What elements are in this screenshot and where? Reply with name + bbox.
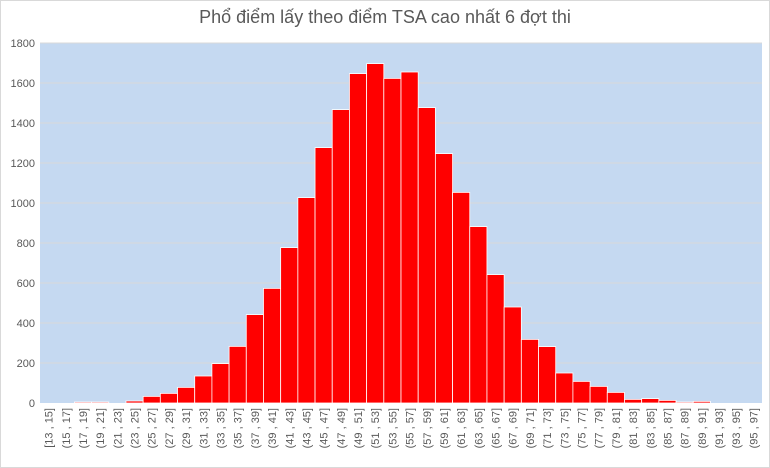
- bar: [675, 401, 694, 404]
- bar: [331, 109, 350, 404]
- y-tick-label: 1600: [11, 78, 35, 90]
- x-tick-label: (47 , 49]: [336, 408, 348, 448]
- bar: [624, 398, 643, 404]
- x-tick-label: (21 , 23]: [112, 408, 124, 448]
- x-tick-label: (89 , 91]: [697, 408, 709, 448]
- x-tick-label: (59 , 61]: [439, 408, 451, 448]
- y-tick-label: 400: [17, 318, 35, 330]
- bar: [91, 401, 110, 404]
- x-tick-label: (43 , 45]: [301, 408, 313, 448]
- x-tick-label: (25 , 27]: [147, 408, 159, 448]
- bar: [73, 401, 92, 404]
- bar: [125, 400, 144, 404]
- x-tick-label: (71 , 73]: [542, 408, 554, 448]
- bar: [555, 372, 574, 404]
- x-tick-label: (85 , 87]: [662, 408, 674, 448]
- y-tick-label: 1400: [11, 118, 35, 130]
- bar: [538, 346, 557, 404]
- x-tick-label: [13 , 15]: [44, 408, 56, 448]
- bar: [297, 197, 316, 404]
- y-tick-label: 800: [17, 238, 35, 250]
- y-tick-label: 1000: [11, 198, 35, 210]
- bar: [314, 147, 333, 404]
- bar: [366, 63, 385, 404]
- x-tick-label: (29 , 31]: [181, 408, 193, 448]
- x-tick-label: (39 , 41]: [267, 408, 279, 448]
- bar: [658, 399, 677, 404]
- bar: [245, 314, 264, 404]
- x-tick-label: (93 , 95]: [731, 408, 743, 448]
- x-tick-label: (57 , 59]: [422, 408, 434, 448]
- chart-title: Phổ điểm lấy theo điểm TSA cao nhất 6 đợ…: [199, 7, 571, 27]
- x-tick-label: (41 , 43]: [284, 408, 296, 448]
- x-tick-label: (17 , 19]: [78, 408, 90, 448]
- x-tick-label: (61 , 63]: [456, 408, 468, 448]
- bar: [641, 398, 660, 404]
- y-tick-label: 1800: [11, 38, 35, 50]
- x-tick-label: (49 , 51]: [353, 408, 365, 448]
- bar: [434, 153, 453, 404]
- bar: [692, 400, 711, 404]
- bar: [469, 226, 488, 404]
- x-tick-label: (15 , 17]: [61, 408, 73, 448]
- x-tick-label: (55 , 57]: [405, 408, 417, 448]
- x-tick-label: (45 , 47]: [319, 408, 331, 448]
- bar: [606, 391, 625, 404]
- bar: [142, 395, 161, 404]
- bar: [400, 71, 419, 404]
- bar: [194, 375, 213, 404]
- x-tick-label: (19 , 21]: [95, 408, 107, 448]
- bar: [589, 385, 608, 404]
- bar: [417, 107, 436, 404]
- x-tick-label: (53 , 55]: [387, 408, 399, 448]
- y-tick-label: 200: [17, 358, 35, 370]
- x-tick-label: (69 , 71]: [525, 408, 537, 448]
- x-tick-label: (67 , 69]: [508, 408, 520, 448]
- bar: [211, 363, 230, 404]
- x-tick-label: (27 , 29]: [164, 408, 176, 448]
- bar: [572, 380, 591, 404]
- bar: [159, 392, 178, 404]
- y-tick-label: 0: [29, 398, 35, 410]
- x-tick-label: (63 , 65]: [473, 408, 485, 448]
- x-tick-label: (31 , 33]: [198, 408, 210, 448]
- bar: [280, 247, 299, 404]
- bar: [177, 386, 196, 404]
- x-tick-label: (87 , 89]: [680, 408, 692, 448]
- x-tick-label: (81 , 83]: [628, 408, 640, 448]
- bar: [503, 306, 522, 404]
- x-tick-label: (51 , 53]: [370, 408, 382, 448]
- y-tick-label: 1200: [11, 158, 35, 170]
- x-tick-label: (37 , 39]: [250, 408, 262, 448]
- bar: [383, 78, 402, 404]
- x-tick-label: (75 , 77]: [577, 408, 589, 448]
- bar: [349, 73, 368, 404]
- y-tick-label: 600: [17, 278, 35, 290]
- bar: [452, 191, 471, 404]
- x-tick-label: (77 , 79]: [594, 408, 606, 448]
- x-tick-label: (91 , 93]: [714, 408, 726, 448]
- x-tick-label: (95 , 97]: [748, 408, 760, 448]
- bar: [228, 345, 247, 404]
- bar: [520, 338, 539, 404]
- x-tick-label: (73 , 75]: [559, 408, 571, 448]
- x-tick-label: (33 , 35]: [216, 408, 228, 448]
- x-tick-label: (35 , 37]: [233, 408, 245, 448]
- bar: [486, 274, 505, 404]
- x-tick-label: (83 , 85]: [645, 408, 657, 448]
- bar: [263, 287, 282, 404]
- x-tick-label: (79 , 81]: [611, 408, 623, 448]
- x-tick-label: (65 , 67]: [491, 408, 503, 448]
- x-tick-label: (23 , 25]: [130, 408, 142, 448]
